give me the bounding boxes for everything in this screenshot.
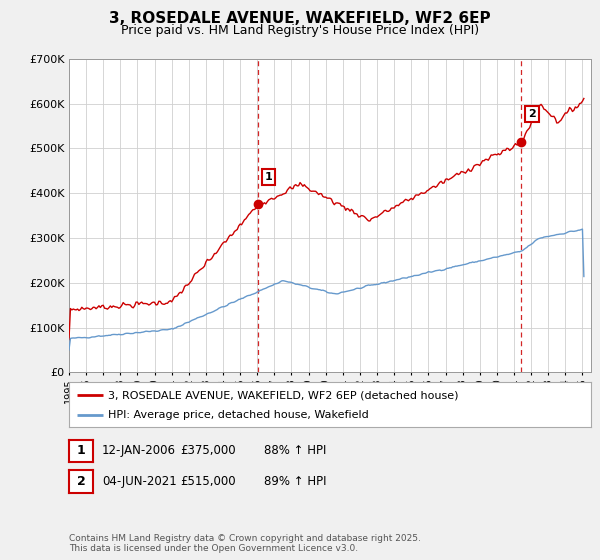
Text: £375,000: £375,000 (180, 444, 236, 458)
Text: 88% ↑ HPI: 88% ↑ HPI (264, 444, 326, 458)
Text: 12-JAN-2006: 12-JAN-2006 (102, 444, 176, 458)
Text: 1: 1 (265, 172, 272, 182)
Text: 89% ↑ HPI: 89% ↑ HPI (264, 475, 326, 488)
Text: 1: 1 (77, 444, 85, 458)
Text: 3, ROSEDALE AVENUE, WAKEFIELD, WF2 6EP: 3, ROSEDALE AVENUE, WAKEFIELD, WF2 6EP (109, 11, 491, 26)
Text: Price paid vs. HM Land Registry's House Price Index (HPI): Price paid vs. HM Land Registry's House … (121, 24, 479, 36)
Text: 2: 2 (528, 109, 536, 119)
Text: 3, ROSEDALE AVENUE, WAKEFIELD, WF2 6EP (detached house): 3, ROSEDALE AVENUE, WAKEFIELD, WF2 6EP (… (108, 390, 458, 400)
Text: HPI: Average price, detached house, Wakefield: HPI: Average price, detached house, Wake… (108, 410, 369, 420)
Text: 2: 2 (77, 475, 85, 488)
Text: Contains HM Land Registry data © Crown copyright and database right 2025.
This d: Contains HM Land Registry data © Crown c… (69, 534, 421, 553)
Text: 04-JUN-2021: 04-JUN-2021 (102, 475, 177, 488)
Text: £515,000: £515,000 (180, 475, 236, 488)
